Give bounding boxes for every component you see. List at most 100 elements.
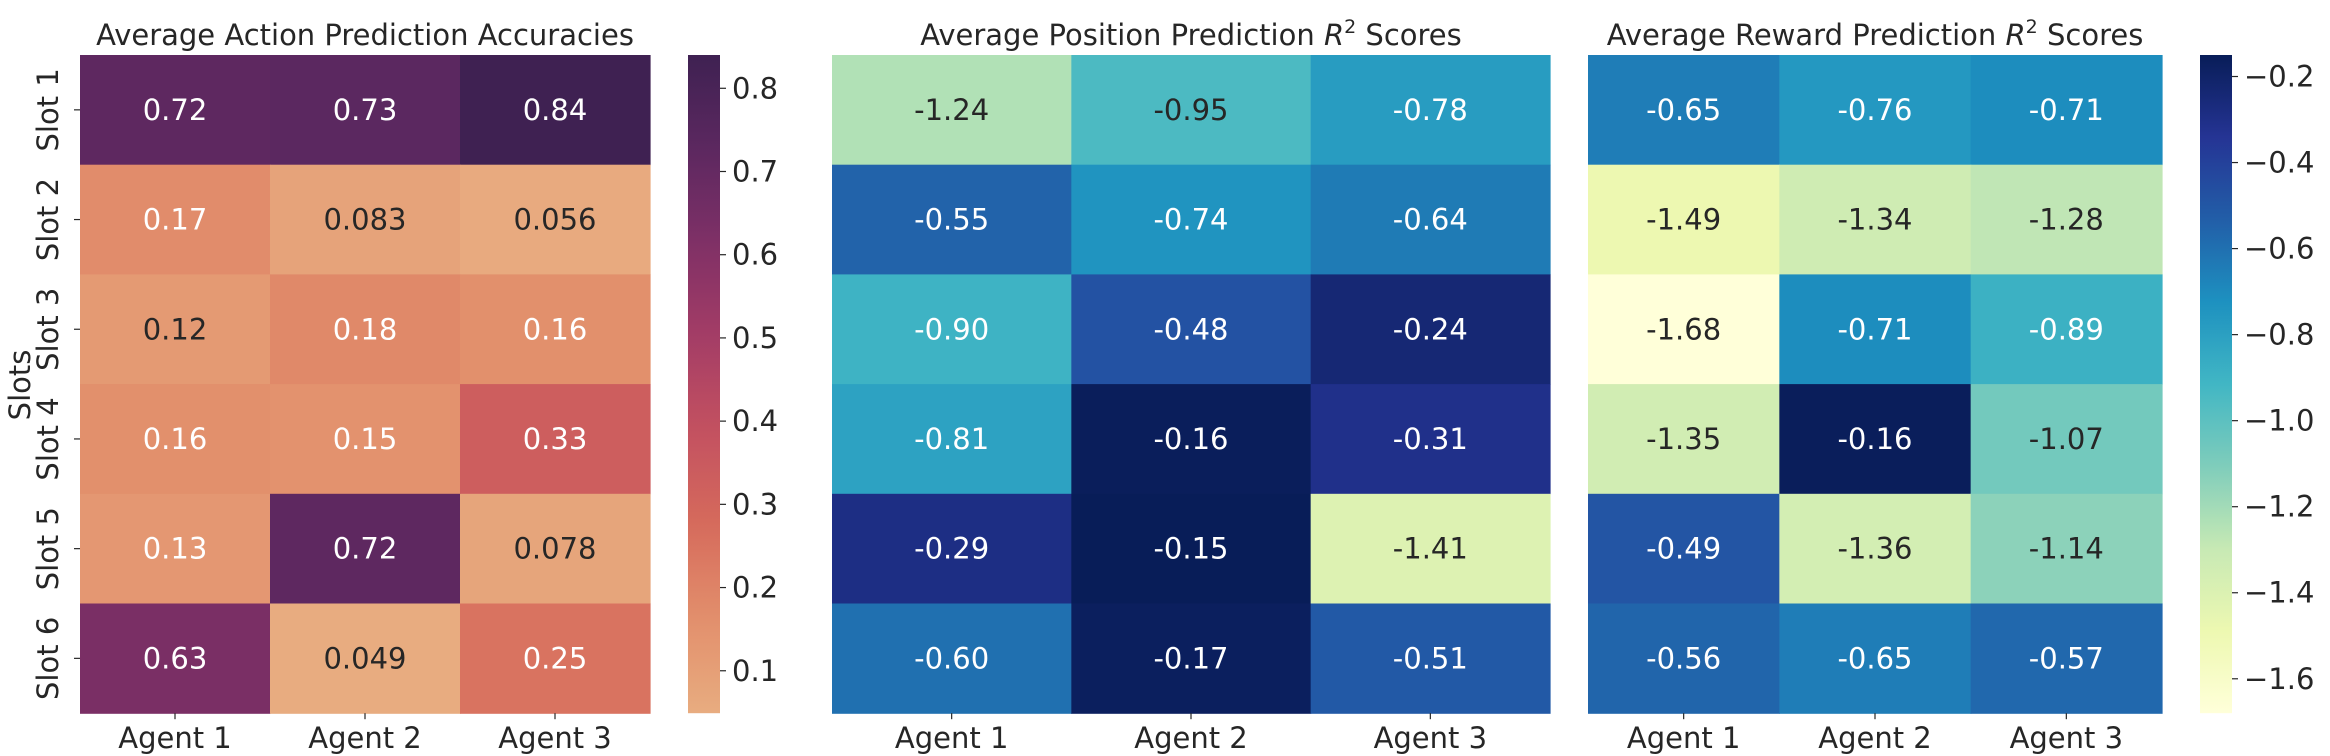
heatmap-cell — [832, 384, 1072, 495]
cell-value-label: 0.083 — [323, 203, 406, 237]
heatmap-cell — [1588, 384, 1780, 495]
cell-value-label: -0.89 — [2029, 312, 2104, 346]
heatmap-cell — [80, 55, 271, 166]
heatmap-cell — [1588, 55, 1780, 166]
cell-value-label: -1.35 — [1646, 422, 1721, 456]
heatmap-cell — [1588, 274, 1780, 385]
heatmap-cell — [460, 274, 651, 385]
heatmap-cell — [1588, 164, 1780, 275]
x-tick-label: Agent 2 — [1818, 721, 1932, 755]
cell-value-label: -1.28 — [2029, 203, 2104, 237]
heatmap-cell — [832, 274, 1072, 385]
heatmap-cell — [1310, 493, 1551, 605]
x-tick-label: Agent 1 — [1627, 721, 1741, 755]
cell-value-label: -0.31 — [1393, 422, 1468, 456]
colorbar — [688, 55, 720, 714]
cell-value-label: -1.49 — [1646, 203, 1721, 237]
colorbar-tick-label: −0.4 — [2244, 146, 2314, 180]
heatmap-cell — [1310, 164, 1551, 275]
x-tick-label: Agent 3 — [2010, 721, 2124, 755]
cell-value-label: 0.13 — [143, 532, 208, 566]
heatmap-cell — [460, 164, 651, 275]
cell-value-label: -0.71 — [2029, 93, 2104, 127]
colorbar-tick-label: 0.8 — [732, 71, 778, 105]
heatmap-cell — [270, 274, 461, 385]
colorbar-tick-label: −1.0 — [2244, 404, 2314, 438]
colorbar-tick-label: −0.2 — [2244, 60, 2314, 94]
cell-value-label: -0.74 — [1153, 203, 1228, 237]
heatmap-cell — [1970, 164, 2163, 275]
y-tick-label: Slot 6 — [31, 617, 65, 700]
colorbar-tick-label: 0.2 — [732, 571, 778, 605]
heatmap-cell — [80, 603, 271, 714]
cell-value-label: 0.72 — [143, 93, 208, 127]
heatmap-cell — [1588, 603, 1780, 714]
heatmap-panel-2: Average Position Prediction R2 Scores -1.… — [832, 16, 1551, 755]
cell-value-label: -0.78 — [1393, 93, 1468, 127]
heatmap-cell — [80, 493, 271, 605]
colorbar-tick-label: −1.2 — [2244, 490, 2314, 524]
colorbar-tick-label: −1.6 — [2244, 662, 2314, 696]
panel-title: Average Position Prediction R2 Scores — [920, 16, 1462, 52]
heatmap-panel-1: Average Action Prediction Accuracies 0.72… — [31, 18, 778, 755]
cell-value-label: 0.12 — [143, 312, 208, 346]
heatmap-cell — [270, 603, 461, 714]
colorbar-tick-label: 0.1 — [732, 654, 778, 688]
cell-value-label: -0.24 — [1393, 312, 1468, 346]
cell-value-label: 0.056 — [513, 203, 596, 237]
x-tick-label: Agent 2 — [1134, 721, 1248, 755]
cell-value-label: -0.64 — [1393, 203, 1468, 237]
cell-value-label: -0.95 — [1153, 93, 1228, 127]
cell-value-label: -0.55 — [914, 203, 989, 237]
cell-value-label: -0.65 — [1646, 93, 1721, 127]
y-tick-label: Slot 3 — [31, 288, 65, 371]
y-tick-label: Slot 1 — [31, 68, 65, 151]
heatmap-panel-3: Average Reward Prediction R2 Scores -0.65… — [1588, 16, 2314, 755]
heatmap-cell — [270, 55, 461, 166]
cell-value-label: -1.34 — [1837, 203, 1912, 237]
heatmap-cell — [270, 493, 461, 605]
heatmap-cell — [832, 55, 1072, 166]
colorbar — [2200, 55, 2232, 714]
colorbar-tick-label: 0.3 — [732, 487, 778, 521]
heatmap-cell — [1779, 384, 1972, 495]
heatmap-cell — [460, 384, 651, 495]
panel-title: Average Reward Prediction R2 Scores — [1607, 16, 2144, 52]
cell-value-label: -0.57 — [2029, 641, 2104, 675]
y-tick-label: Slot 5 — [31, 507, 65, 590]
heatmap-cell — [80, 384, 271, 495]
heatmap-cell — [1310, 603, 1551, 714]
heatmap-cell — [832, 603, 1072, 714]
heatmap-cell — [1071, 164, 1312, 275]
cell-value-label: 0.25 — [523, 641, 588, 675]
heatmap-cell — [1779, 493, 1972, 605]
cell-value-label: -0.51 — [1393, 641, 1468, 675]
heatmap-cell — [1071, 603, 1312, 714]
heatmap-cell — [270, 384, 461, 495]
cell-value-label: 0.078 — [513, 532, 596, 566]
heatmap-cell — [1071, 55, 1312, 166]
heatmap-cell — [1779, 164, 1972, 275]
cell-value-label: 0.33 — [523, 422, 588, 456]
cell-value-label: -1.07 — [2029, 422, 2104, 456]
panel-title: Average Action Prediction Accuracies — [96, 18, 634, 52]
heatmap-cell — [1970, 55, 2163, 166]
heatmap-cell — [1970, 384, 2163, 495]
cell-value-label: -0.49 — [1646, 532, 1721, 566]
x-tick-label: Agent 3 — [498, 721, 612, 755]
heatmap-cell — [460, 603, 651, 714]
heatmap-cell — [460, 493, 651, 605]
heatmap-cell — [1779, 603, 1972, 714]
cell-value-label: -0.16 — [1153, 422, 1228, 456]
cell-value-label: -0.65 — [1837, 641, 1912, 675]
cell-value-label: 0.72 — [333, 532, 398, 566]
colorbar-tick-label: 0.6 — [732, 238, 778, 272]
x-tick-label: Agent 2 — [308, 721, 422, 755]
cell-value-label: -1.14 — [2029, 532, 2104, 566]
colorbar-tick-label: 0.4 — [732, 404, 778, 438]
heatmap-cell — [1071, 384, 1312, 495]
heatmap-cell — [460, 55, 651, 166]
cell-value-label: -0.71 — [1837, 312, 1912, 346]
cell-value-label: -0.90 — [914, 312, 989, 346]
